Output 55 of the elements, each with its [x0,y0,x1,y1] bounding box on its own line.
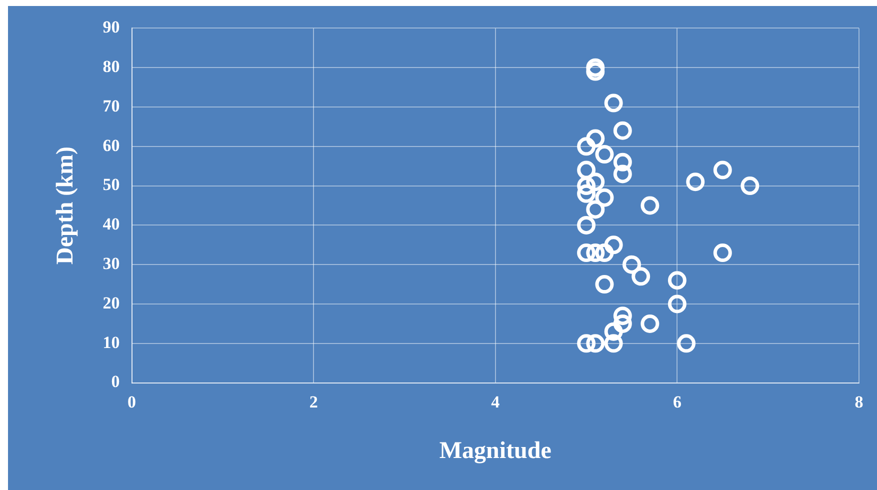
y-tick-label: 60 [102,136,120,155]
point [713,244,732,262]
point [604,94,623,112]
x-tick-label: 2 [309,392,318,412]
point [586,334,605,353]
point [622,255,641,274]
x-axis-title: Magnitude [439,438,552,464]
point [577,176,596,196]
y-tick-label: 0 [111,372,120,392]
point [595,275,614,294]
x-tick-label: 0 [128,392,136,412]
point [713,160,732,180]
point [668,271,686,290]
y-tick-label: 50 [102,175,120,194]
point [577,244,596,262]
point [686,172,705,192]
point [586,129,605,148]
point [668,294,686,314]
point [586,58,605,77]
point [577,184,596,203]
y-tick-label: 10 [102,332,120,352]
point [604,236,623,254]
point [595,188,614,207]
point [677,334,696,353]
point [613,314,632,333]
point [595,145,614,164]
y-tick-label: 20 [102,293,120,312]
y-tick-label: 90 [102,18,120,37]
point [595,244,614,262]
y-tick-label: 30 [102,254,120,273]
point [577,334,596,353]
point [640,196,660,215]
point [577,137,596,156]
point [632,267,650,286]
point [577,160,596,180]
point [604,334,623,353]
x-tick-label: 8 [854,392,864,412]
x-tick-label: 6 [672,392,682,412]
point [586,62,605,81]
point [613,164,632,184]
y-axis-title: Depth (km) [52,146,79,264]
point [740,176,760,196]
point [586,244,605,262]
x-tick-label: 4 [491,392,500,412]
point [613,306,632,326]
point [586,200,605,219]
point [640,314,660,333]
y-tick-label: 70 [102,96,120,116]
point [613,152,632,172]
point [577,216,596,234]
point [586,172,605,192]
point [604,322,623,341]
y-tick-label: 80 [102,56,120,76]
y-tick-label: 40 [102,214,120,234]
point [613,121,632,140]
